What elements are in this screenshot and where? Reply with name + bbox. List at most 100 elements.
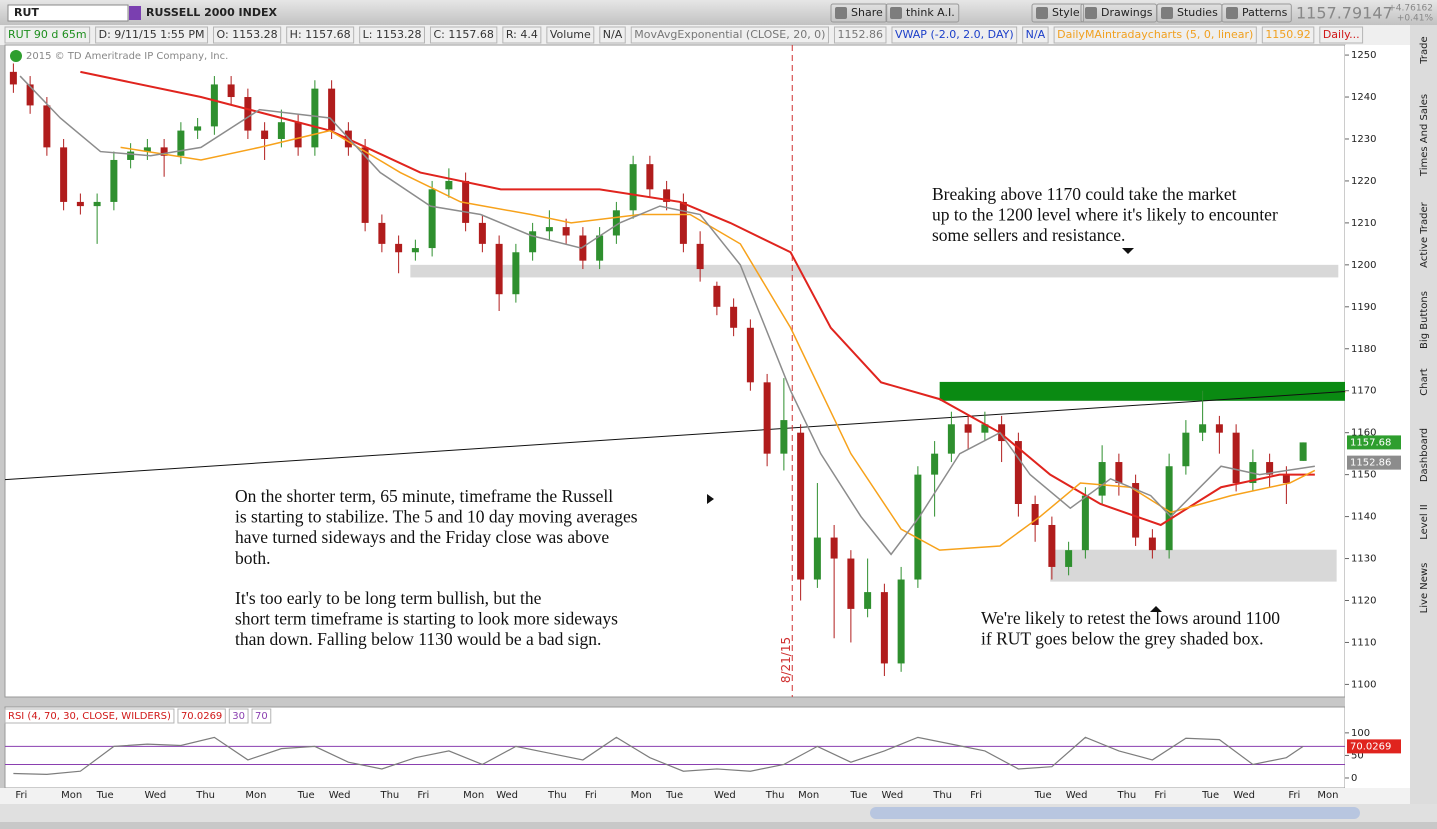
price-tag-label: 1157.68: [1350, 437, 1391, 448]
candle-body: [411, 248, 419, 253]
toolbar-icon: [1226, 7, 1238, 19]
annotation: It's too early to be long term bullish, …: [235, 588, 542, 608]
info-bar: [0, 25, 1410, 45]
candle-body: [830, 537, 838, 559]
info-item: H: 1157.68: [290, 28, 351, 41]
toolbar-button[interactable]: Style: [1052, 6, 1080, 19]
side-tab[interactable]: Active Trader: [1419, 201, 1430, 267]
rsi-y-tick-label: 100: [1351, 728, 1370, 739]
price-tag: [1347, 455, 1401, 470]
annotation: is starting to stabilize. The 5 and 10 d…: [235, 507, 638, 527]
info-item-frame: [286, 26, 355, 44]
side-tab[interactable]: Times And Sales: [1419, 94, 1430, 177]
annotation: On the shorter term, 65 minute, timefram…: [235, 486, 613, 506]
side-tab[interactable]: Live News: [1419, 563, 1430, 614]
candle-body: [428, 189, 436, 249]
side-tab[interactable]: Trade: [1419, 36, 1430, 64]
marker-up: [1150, 606, 1162, 612]
x-tick-label: Mon: [463, 790, 484, 801]
candle-body: [612, 210, 620, 236]
x-tick-label: Wed: [329, 790, 351, 801]
y-tick-label: 1140: [1351, 512, 1376, 523]
y-tick-label: 1230: [1351, 134, 1376, 145]
x-tick-label: Tue: [1201, 790, 1219, 801]
scroll-thumb[interactable]: [870, 807, 1360, 819]
toolbar-icon: [1085, 7, 1097, 19]
symbol[interactable]: RUT: [14, 6, 39, 19]
annotation: short term timeframe is starting to look…: [235, 609, 618, 629]
candle-body: [529, 231, 537, 253]
candle-body: [880, 592, 888, 664]
x-tick-label: Wed: [1066, 790, 1088, 801]
candle-body: [998, 424, 1006, 442]
y-tick-label: 1130: [1351, 554, 1376, 565]
info-item: C: 1157.68: [433, 28, 493, 41]
info-item-frame: [95, 26, 209, 44]
toolbar-button-frame[interactable]: [1221, 3, 1292, 23]
x-tick-label: Tue: [665, 790, 683, 801]
last-price: 1157.79147: [1296, 4, 1393, 23]
side-tab[interactable]: Level II: [1419, 504, 1430, 539]
toolbar-button-frame[interactable]: [1080, 3, 1157, 23]
candle-body: [60, 147, 68, 202]
info-item-frame: [4, 26, 91, 44]
side-tab[interactable]: Chart: [1419, 368, 1430, 396]
y-tick-label: 1100: [1351, 679, 1376, 690]
status-icon: [10, 50, 22, 62]
info-item-frame: [1319, 26, 1364, 44]
toolbar-button[interactable]: Drawings: [1101, 6, 1153, 19]
candle-body: [579, 235, 587, 261]
candle-body: [696, 243, 704, 270]
rsi-y-tick-label: 0: [1351, 773, 1357, 784]
toolbar-button-frame[interactable]: [830, 3, 888, 23]
toolbar-button-frame[interactable]: [885, 3, 960, 23]
symbol-box[interactable]: [7, 4, 129, 22]
toolbar-icon: [1161, 7, 1173, 19]
candle-body: [244, 97, 252, 131]
toolbar-button-frame[interactable]: [1031, 3, 1085, 23]
shaded-zone: [410, 264, 1339, 278]
info-item: RUT 90 d 65m: [8, 28, 87, 41]
event-label: 8/21/15: [779, 637, 793, 683]
annotation: We're likely to retest the lows around 1…: [981, 608, 1280, 628]
candle-body: [981, 424, 989, 433]
toolbar-button[interactable]: think A.I.: [906, 6, 955, 19]
candle-body: [914, 474, 922, 580]
symbol-badge: [129, 6, 141, 20]
candle-body: [847, 558, 855, 609]
x-tick-label: Tue: [297, 790, 315, 801]
info-item: Daily...: [1323, 28, 1360, 41]
y-tick-label: 1120: [1351, 596, 1376, 607]
y-tick-label: 1190: [1351, 302, 1376, 313]
shaded-zone: [939, 381, 1345, 401]
toolbar-button[interactable]: Studies: [1177, 6, 1218, 19]
rsi-line: [13, 736, 1304, 775]
info-item: 1152.86: [837, 28, 883, 41]
info-item-frame: [429, 26, 498, 44]
candle-body: [1081, 495, 1089, 551]
toolbar-button[interactable]: Share: [851, 6, 883, 19]
info-item-frame: [1261, 26, 1315, 44]
candle-body: [512, 252, 520, 295]
moving-average: [19, 75, 1315, 556]
y-tick-label: 1220: [1351, 176, 1376, 187]
toolbar-button[interactable]: Patterns: [1242, 6, 1288, 19]
side-tab[interactable]: Big Buttons: [1419, 291, 1430, 349]
candle-body: [261, 130, 269, 139]
y-tick-label: 1150: [1351, 470, 1376, 481]
x-tick-label: Wed: [881, 790, 903, 801]
x-tick-label: Tue: [849, 790, 867, 801]
candle-body: [746, 327, 754, 383]
info-item-frame: [502, 26, 542, 44]
x-tick-label: Fri: [15, 790, 27, 801]
x-tick-label: Mon: [1317, 790, 1338, 801]
annotation: than down. Falling below 1130 would be a…: [235, 629, 601, 649]
candle-body: [395, 243, 403, 253]
rsi-header-frame: [4, 708, 175, 724]
x-tick-label: Mon: [61, 790, 82, 801]
side-tab[interactable]: Dashboard: [1419, 428, 1430, 482]
x-tick-label: Fri: [970, 790, 982, 801]
candle-body: [194, 126, 202, 131]
candle-body: [1215, 424, 1223, 433]
rsi-header-frame: [177, 708, 226, 724]
